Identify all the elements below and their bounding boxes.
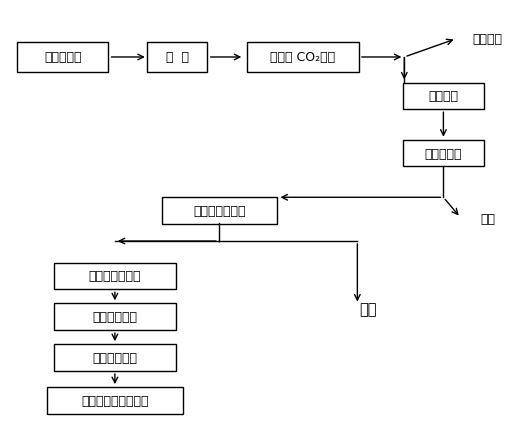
Bar: [247, 43, 359, 72]
Bar: [54, 263, 176, 289]
Text: 破  碎: 破 碎: [166, 51, 189, 64]
Bar: [17, 43, 109, 72]
Text: 原花青素提取液: 原花青素提取液: [193, 204, 246, 217]
Text: 籽渣: 籽渣: [480, 213, 495, 226]
Bar: [148, 43, 208, 72]
Text: 沙棘籽油: 沙棘籽油: [473, 33, 503, 46]
Text: 沙棘籽除杂: 沙棘籽除杂: [44, 51, 82, 64]
Text: 带式干燥装置: 带式干燥装置: [92, 351, 138, 364]
Text: 原花青素水溶液: 原花青素水溶液: [89, 270, 141, 283]
Bar: [54, 304, 176, 330]
Bar: [47, 388, 183, 414]
Bar: [162, 197, 277, 224]
Bar: [403, 141, 484, 167]
Bar: [54, 345, 176, 371]
Text: 超临界 CO₂萃取: 超临界 CO₂萃取: [270, 51, 335, 64]
Text: 高压差提取: 高压差提取: [425, 147, 462, 160]
Text: 乙醇: 乙醇: [359, 301, 376, 316]
Text: 沙棘籽原花青素产品: 沙棘籽原花青素产品: [81, 394, 149, 407]
Bar: [403, 83, 484, 110]
Text: 沙棘籽粕: 沙棘籽粕: [428, 90, 458, 103]
Text: 热蒸浓缩装置: 热蒸浓缩装置: [92, 310, 138, 323]
